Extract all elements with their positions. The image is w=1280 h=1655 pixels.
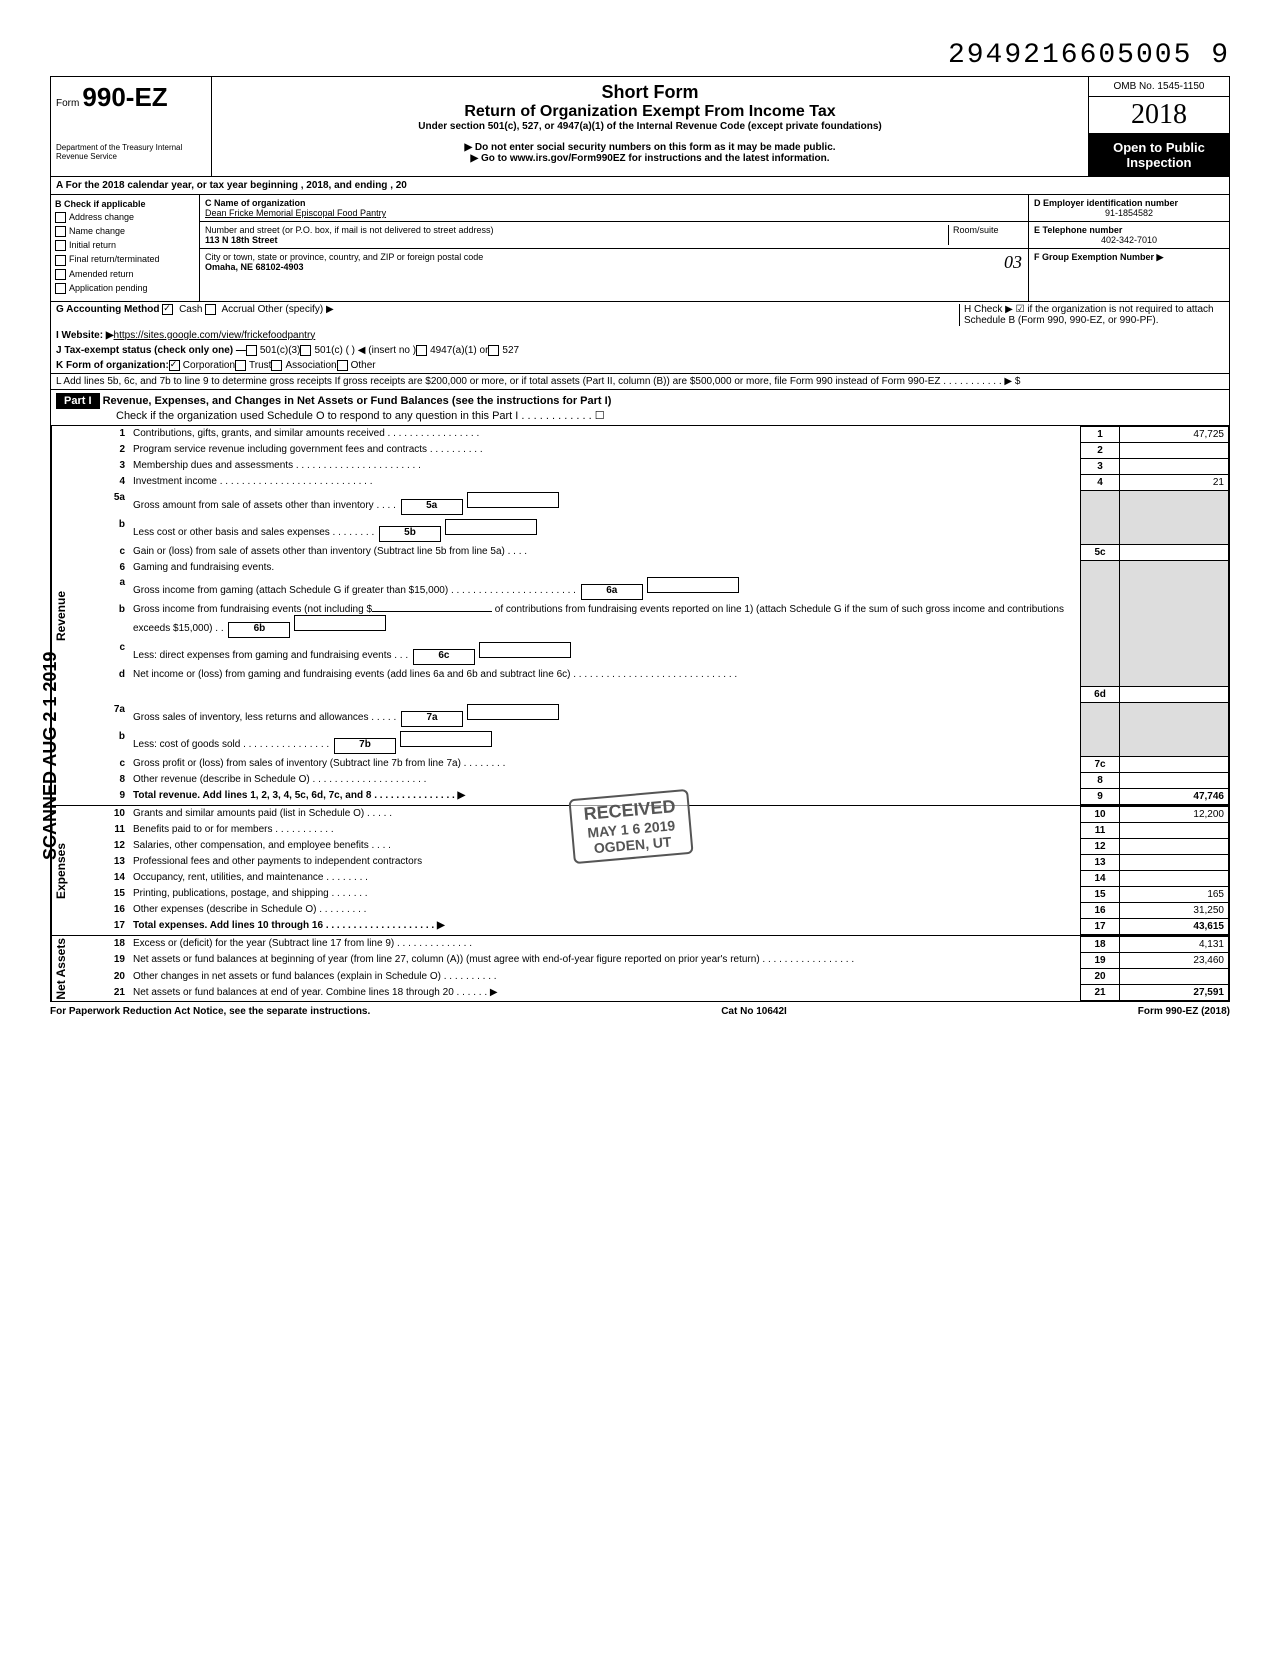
chk-501c3[interactable]: [246, 345, 257, 356]
row-l: L Add lines 5b, 6c, and 7b to line 9 to …: [56, 376, 1020, 387]
revenue-table: 1Contributions, gifts, grants, and simil…: [70, 426, 1229, 805]
page-footer: For Paperwork Reduction Act Notice, see …: [50, 1002, 1230, 1017]
stamp-03: 03: [1004, 252, 1022, 273]
org-name: Dean Fricke Memorial Episcopal Food Pant…: [205, 208, 1023, 218]
lbl-4947: 4947(a)(1) or: [430, 345, 488, 356]
city-label: City or town, state or province, country…: [205, 252, 1023, 262]
form-number: 990-EZ: [82, 82, 167, 112]
ein-value: 91-1854582: [1034, 208, 1224, 218]
row-g-label: G Accounting Method: [56, 304, 160, 315]
lbl-accrual: Accrual: [221, 304, 254, 315]
footer-left: For Paperwork Reduction Act Notice, see …: [50, 1006, 370, 1017]
row-i-label: I Website: ▶: [56, 330, 114, 341]
part1-title: Revenue, Expenses, and Changes in Net As…: [103, 395, 612, 407]
form-prefix: Form: [56, 98, 79, 109]
net-assets-section: Net Assets 18Excess or (deficit) for the…: [50, 936, 1230, 1003]
footer-mid: Cat No 10642I: [721, 1006, 787, 1017]
chk-trust[interactable]: [235, 360, 246, 371]
lbl-corporation: Corporation: [183, 360, 235, 371]
info-grid: B Check if applicable Address change Nam…: [50, 195, 1230, 302]
return-title: Return of Organization Exempt From Incom…: [222, 103, 1078, 121]
chk-other-org[interactable]: [337, 360, 348, 371]
org-name-label: C Name of organization: [205, 198, 1023, 208]
group-exemption-label: F Group Exemption Number ▶: [1034, 252, 1224, 263]
part1-label: Part I: [56, 393, 100, 409]
website-url: https://sites.google.com/view/frickefood…: [114, 330, 316, 341]
ein-label: D Employer identification number: [1034, 198, 1224, 208]
chk-corporation[interactable]: [169, 360, 180, 371]
row-k-label: K Form of organization:: [56, 360, 169, 371]
chk-address-change[interactable]: Address change: [55, 212, 195, 223]
dept-treasury: Department of the Treasury Internal Reve…: [56, 143, 206, 161]
expenses-table: 10Grants and similar amounts paid (list …: [70, 806, 1229, 935]
tel-label: E Telephone number: [1034, 225, 1224, 235]
lbl-501c3: 501(c)(3): [260, 345, 301, 356]
chk-527[interactable]: [488, 345, 499, 356]
header-left: Form 990-EZ Department of the Treasury I…: [51, 77, 212, 176]
chk-initial-return[interactable]: Initial return: [55, 240, 195, 251]
net-assets-label: Net Assets: [51, 936, 70, 1002]
form-990ez-page: SCANNED AUG 2 1 2019 2949216605005 9 For…: [50, 40, 1230, 1017]
goto-link: ▶ Go to www.irs.gov/Form990EZ for instru…: [222, 153, 1078, 164]
net-assets-table: 18Excess or (deficit) for the year (Subt…: [70, 936, 1229, 1002]
form-header: Form 990-EZ Department of the Treasury I…: [50, 76, 1230, 177]
city-state-zip: Omaha, NE 68102-4903: [205, 262, 1023, 272]
chk-association[interactable]: [271, 360, 282, 371]
row-h: H Check ▶ ☑ if the organization is not r…: [959, 304, 1224, 326]
street-label: Number and street (or P.O. box, if mail …: [205, 225, 948, 235]
tax-year: 2018: [1089, 97, 1229, 134]
chk-4947[interactable]: [416, 345, 427, 356]
lbl-trust: Trust: [249, 360, 271, 371]
chk-amended-return[interactable]: Amended return: [55, 269, 195, 280]
short-form-title: Short Form: [222, 82, 1078, 103]
tel-value: 402-342-7010: [1034, 235, 1224, 245]
section-c: C Name of organization Dean Fricke Memor…: [200, 195, 1029, 301]
document-id: 2949216605005 9: [50, 40, 1230, 71]
part1-check: Check if the organization used Schedule …: [56, 410, 605, 422]
room-suite-label: Room/suite: [948, 225, 1023, 245]
header-mid: Short Form Return of Organization Exempt…: [212, 77, 1088, 176]
street-address: 113 N 18th Street: [205, 235, 948, 245]
chk-final-return[interactable]: Final return/terminated: [55, 254, 195, 265]
lbl-527: 527: [502, 345, 519, 356]
chk-accrual[interactable]: [205, 304, 216, 315]
expenses-label: Expenses: [51, 806, 70, 935]
omb-number: OMB No. 1545-1150: [1089, 77, 1229, 97]
lbl-other-specify: Other (specify) ▶: [258, 304, 334, 315]
open-public-badge: Open to Public Inspection: [1089, 134, 1229, 176]
revenue-section: Revenue 1Contributions, gifts, grants, a…: [50, 426, 1230, 806]
expenses-section: Expenses 10Grants and similar amounts pa…: [50, 806, 1230, 936]
chk-application-pending[interactable]: Application pending: [55, 283, 195, 294]
section-b: B Check if applicable Address change Nam…: [51, 195, 200, 301]
ssn-notice: ▶ Do not enter social security numbers o…: [222, 142, 1078, 153]
under-section: Under section 501(c), 527, or 4947(a)(1)…: [222, 121, 1078, 132]
lbl-cash: Cash: [179, 304, 202, 315]
chk-cash[interactable]: [162, 304, 173, 315]
section-b-label: B Check if applicable: [55, 199, 195, 209]
lbl-association: Association: [285, 360, 336, 371]
misc-rows: G Accounting Method Cash Accrual Other (…: [50, 302, 1230, 390]
header-right: OMB No. 1545-1150 2018 Open to Public In…: [1088, 77, 1229, 176]
revenue-label: Revenue: [51, 426, 70, 805]
part1-header-row: Part I Revenue, Expenses, and Changes in…: [50, 390, 1230, 426]
chk-501c[interactable]: [300, 345, 311, 356]
row-a-calendar-year: A For the 2018 calendar year, or tax yea…: [50, 177, 1230, 195]
section-d: D Employer identification number 91-1854…: [1029, 195, 1229, 301]
row-j-label: J Tax-exempt status (check only one) —: [56, 345, 246, 356]
footer-right: Form 990-EZ (2018): [1138, 1006, 1230, 1017]
chk-name-change[interactable]: Name change: [55, 226, 195, 237]
lbl-other-org: Other: [351, 360, 376, 371]
lbl-501c: 501(c) ( ) ◀ (insert no ): [314, 345, 416, 356]
